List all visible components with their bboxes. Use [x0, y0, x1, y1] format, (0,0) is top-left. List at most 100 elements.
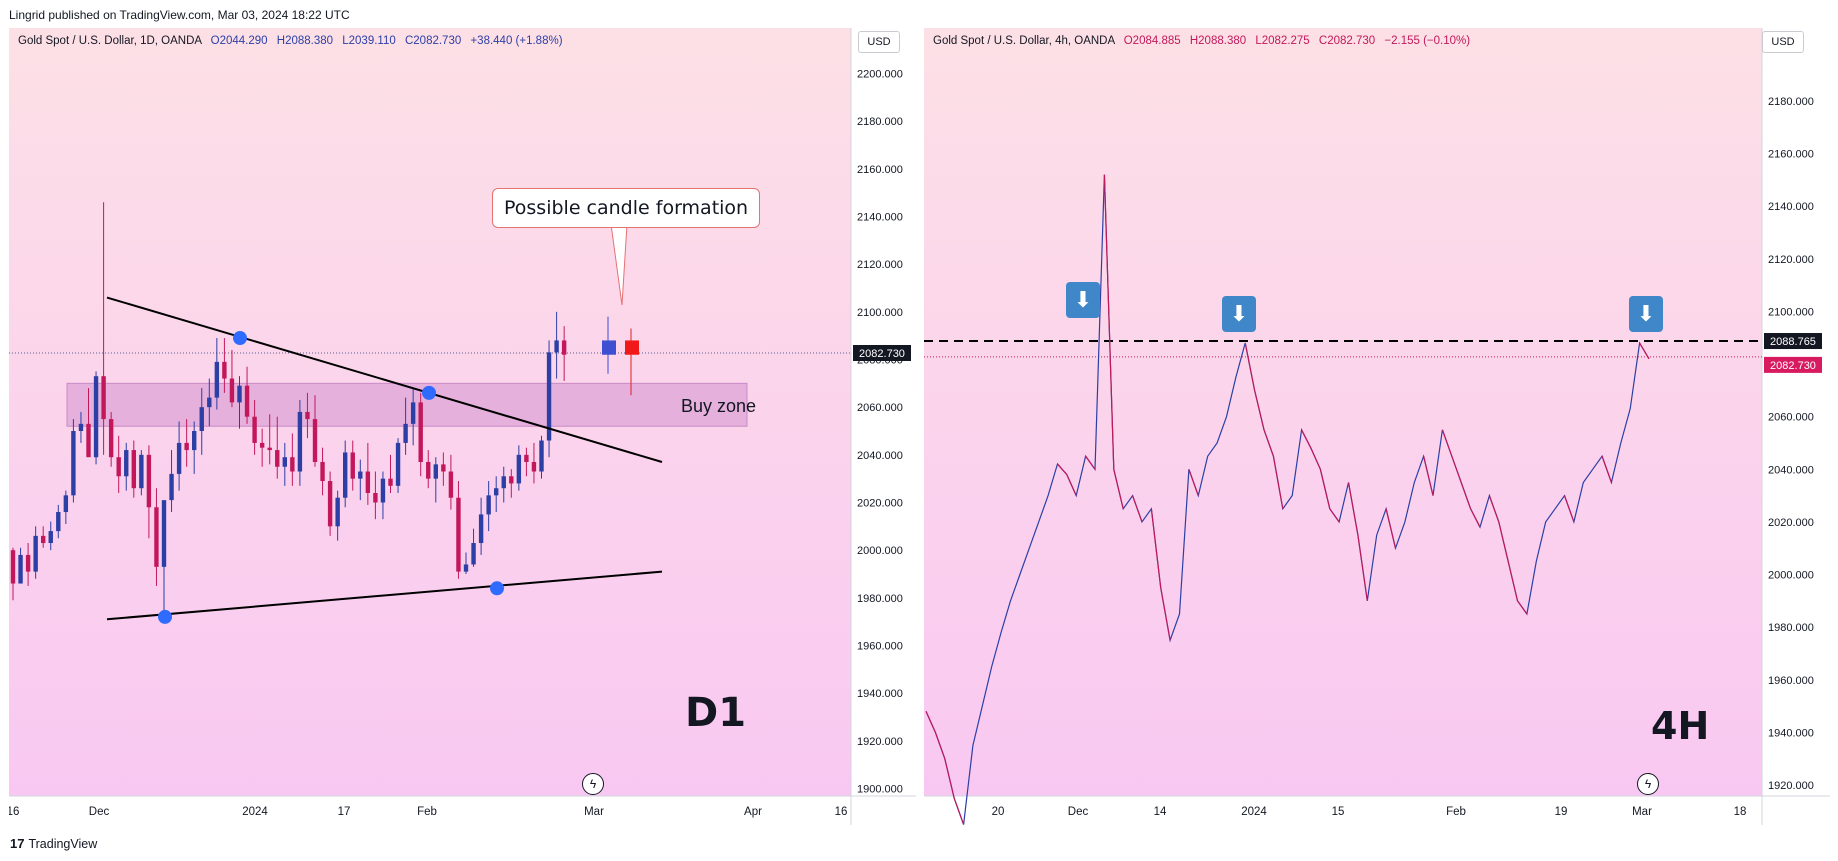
- candle-body: [524, 454, 529, 462]
- price-series-segment: [1357, 534, 1368, 601]
- candle-body: [335, 497, 340, 527]
- price-series-segment: [1488, 495, 1500, 523]
- candle-body: [237, 385, 242, 403]
- candle-body: [139, 454, 144, 489]
- candle-body: [478, 514, 484, 544]
- candle-body: [305, 411, 310, 420]
- currency-button[interactable]: USD: [1762, 31, 1804, 53]
- currency-button[interactable]: USD: [858, 31, 900, 53]
- candle-body: [48, 531, 53, 544]
- x-tick-label: Feb: [417, 806, 437, 818]
- publisher-line: Lingrid published on TradingView.com, Ma…: [9, 8, 350, 22]
- low-value: L2039.110: [342, 35, 396, 47]
- candle-body: [56, 512, 61, 532]
- y-tick-label: 2120.000: [857, 259, 903, 271]
- candle-body: [184, 442, 189, 451]
- price-series-segment: [1329, 508, 1340, 523]
- candle-body: [18, 554, 23, 584]
- candle-body: [388, 478, 393, 486]
- tradingview-logo-icon: 17: [10, 836, 25, 851]
- price-series-segment: [1507, 561, 1519, 601]
- x-tick-label: 20: [992, 806, 1005, 818]
- candle-body: [41, 535, 46, 544]
- y-tick-label: 2060.000: [857, 402, 903, 414]
- candle-body: [486, 495, 491, 515]
- touch-point-marker: [233, 331, 247, 346]
- y-tick-label: 2040.000: [857, 450, 903, 462]
- close-value: C2082.730: [404, 35, 462, 47]
- price-series-segment: [1639, 342, 1650, 360]
- y-tick-label: 1900.000: [857, 784, 903, 796]
- x-tick-label: Mar: [584, 806, 604, 818]
- daily-chart-svg[interactable]: 2200.000 2180.000 2160.000 2140.000 2120.000…: [9, 28, 916, 825]
- last-price-tag-text: 2082.730: [859, 348, 905, 360]
- x-tick-label: 15: [1332, 806, 1345, 818]
- daily-chart-panel[interactable]: 2200.000 2180.000 2160.000 2140.000 2120.000…: [9, 28, 916, 825]
- candle-body: [154, 507, 159, 567]
- candle-body: [176, 442, 182, 474]
- candle-body: [509, 476, 514, 484]
- y-tick-label: 2020.000: [857, 498, 903, 510]
- close-value: C2082.730: [1318, 35, 1376, 47]
- x-tick-label: Mar: [1632, 806, 1652, 818]
- low-value: L2082.275: [1255, 35, 1310, 47]
- candle-body: [494, 488, 499, 496]
- timeframe-label: D1: [685, 690, 747, 736]
- y-tick-label: 1980.000: [857, 593, 903, 605]
- touch-point-marker: [158, 609, 172, 624]
- price-series-segment: [1057, 463, 1068, 475]
- trendline-upper: [106, 296, 663, 463]
- price-series-segment: [1188, 469, 1199, 496]
- four-hour-chart-svg[interactable]: 2180.000 2160.000 2140.000 2120.000 2100.000…: [924, 28, 1830, 825]
- candle-body: [561, 340, 567, 355]
- last-price-tag: [853, 344, 911, 361]
- price-series-segment: [925, 711, 936, 733]
- candle-body: [312, 419, 318, 462]
- y-tick-label: 2160.000: [857, 164, 903, 176]
- y-tick-label: 2020.000: [1768, 517, 1814, 529]
- price-series-segment: [1272, 456, 1284, 509]
- candle-body: [116, 457, 121, 477]
- x-tick-label: Feb: [1446, 806, 1466, 818]
- daily-legend: Gold Spot / U.S. Dollar, 1D, OANDA O2044…: [18, 35, 563, 47]
- price-series-segment: [1319, 469, 1331, 509]
- four-hour-chart-panel[interactable]: 2180.000 2160.000 2140.000 2120.000 2100.000…: [924, 28, 1830, 825]
- four-hour-legend: Gold Spot / U.S. Dollar, 4h, OANDA O2084…: [933, 35, 1470, 47]
- candle-body: [78, 423, 84, 431]
- candle-body: [86, 423, 91, 458]
- candle-body: [546, 352, 552, 441]
- high-value: H2088.380: [1189, 35, 1247, 47]
- x-tick-label: 18: [1734, 806, 1747, 818]
- candle-body: [252, 416, 257, 443]
- price-series-segment: [1150, 508, 1162, 588]
- price-series-segment: [953, 797, 965, 825]
- price-series-segment: [944, 758, 955, 799]
- y-tick-label: 2140.000: [857, 212, 903, 224]
- y-tick-label: 2120.000: [1768, 254, 1814, 266]
- candle-body: [161, 500, 167, 567]
- y-tick-label: 2180.000: [1768, 96, 1814, 108]
- candle-body: [539, 440, 544, 472]
- price-series-segment: [1451, 455, 1462, 483]
- x-tick-label: 14: [1154, 806, 1167, 818]
- candle-body: [33, 535, 38, 572]
- projected-candle-body: [602, 340, 616, 355]
- price-series-segment: [1498, 521, 1509, 562]
- candle-body: [441, 464, 446, 472]
- price-series-segment: [1460, 482, 1472, 509]
- y-tick-label: 2000.000: [1768, 570, 1814, 582]
- lightning-icon[interactable]: ϟ: [1637, 773, 1659, 795]
- price-series-segment: [1160, 587, 1171, 641]
- x-tick-label: 2024: [1241, 806, 1267, 818]
- x-tick-label: 2024: [242, 806, 268, 818]
- price-series-segment: [1347, 482, 1359, 536]
- price-series-segment: [1517, 600, 1528, 615]
- candle-body: [101, 376, 106, 420]
- change-value: −2.155 (−0.10%): [1384, 35, 1471, 47]
- price-series-segment: [1441, 429, 1453, 457]
- y-tick-label: 1920.000: [1768, 780, 1814, 792]
- lightning-icon[interactable]: ϟ: [582, 773, 604, 795]
- footer-brand: 17 TradingView: [10, 836, 97, 851]
- candle-body: [365, 471, 371, 493]
- price-series-segment: [1601, 455, 1613, 483]
